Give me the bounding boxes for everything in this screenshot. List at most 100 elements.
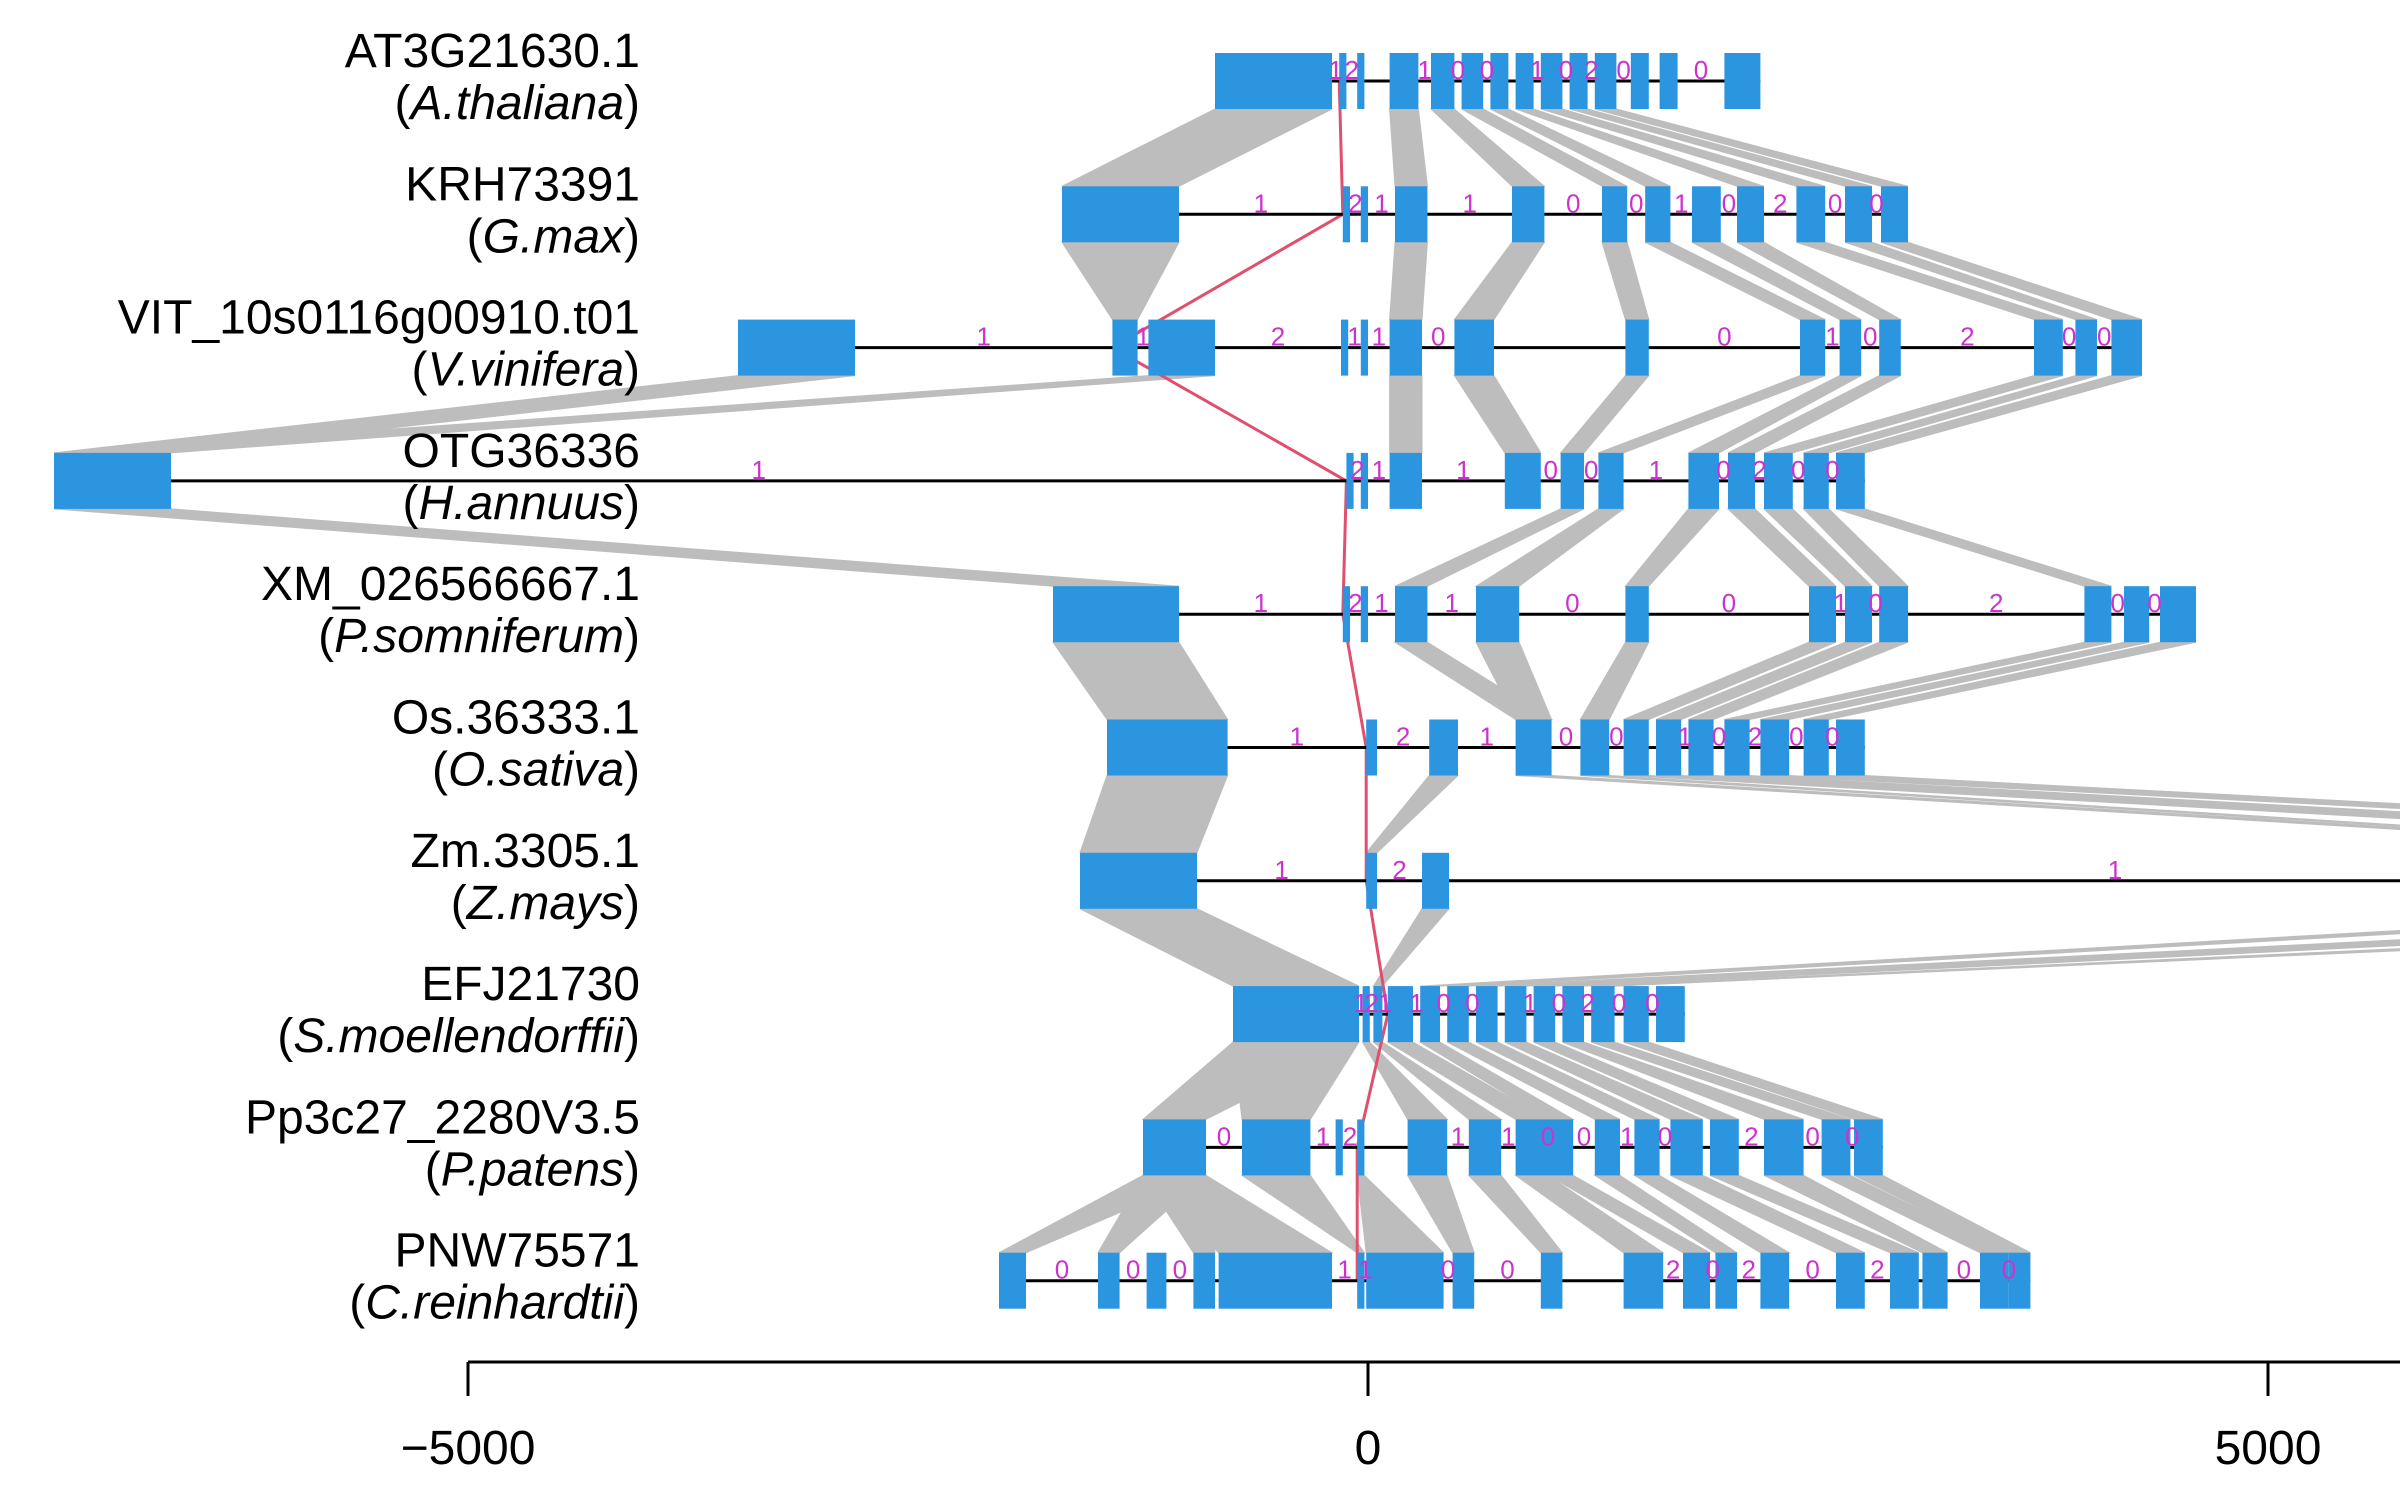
exon [1389, 319, 1422, 376]
exon [1476, 586, 1520, 643]
exon [1715, 1252, 1737, 1309]
exon [1803, 452, 1829, 509]
intron-phase-label: 2 [1870, 1255, 1884, 1285]
intron-phase-label: 1 [1462, 188, 1476, 218]
homology-link [1372, 908, 1451, 987]
exon [1836, 719, 1865, 776]
intron-phase-label: 0 [1612, 988, 1626, 1018]
intron-phase-label: 1 [1451, 1121, 1465, 1151]
exon [1724, 719, 1750, 776]
exon [1373, 986, 1383, 1043]
intron-phase-label: 1 [1372, 322, 1386, 352]
exon [999, 1252, 1026, 1309]
exon [1357, 1119, 1365, 1176]
intron-phase-label: 0 [1845, 1121, 1859, 1151]
intron-phase-label: 2 [1584, 55, 1598, 85]
intron-phase-label: 0 [1789, 722, 1803, 752]
x-axis: −50000500010000 [401, 1360, 2400, 1475]
species-label: (P.patens) [425, 1143, 640, 1196]
intron-phase-label: 1 [1409, 988, 1423, 1018]
gene-id-label: AT3G21630.1 [345, 25, 640, 78]
exon [1053, 586, 1179, 643]
intron-phase-label: 0 [1825, 722, 1839, 752]
intron-phase-label: 0 [1566, 188, 1580, 218]
homology-link [1389, 375, 1423, 454]
intron-phase-label: 0 [1451, 55, 1465, 85]
species-label: (Z.mays) [451, 877, 640, 930]
axis-tick-label: 0 [1355, 1422, 1382, 1475]
exon [1107, 719, 1228, 776]
intron-phase-label: 2 [1364, 988, 1378, 1018]
exon [1623, 1252, 1664, 1309]
exon [1366, 719, 1377, 776]
exon [1454, 319, 1494, 376]
intron-phase-label: 0 [1694, 55, 1708, 85]
exon [1461, 53, 1484, 109]
species-label: (O.sativa) [432, 744, 640, 797]
exon [1515, 1119, 1548, 1176]
gene-id-label: VIT_10s0116g00910.t01 [118, 292, 640, 345]
exon [1728, 452, 1755, 509]
exon [1692, 186, 1721, 243]
exon [1360, 452, 1368, 509]
exon [1809, 586, 1836, 643]
exon [1218, 1252, 1332, 1309]
species-label: (V.vinifera) [412, 344, 641, 397]
homology-link [1601, 241, 1650, 321]
exon [1645, 186, 1671, 243]
exon [1540, 1252, 1563, 1309]
intron-phase-label: 1 [1480, 722, 1494, 752]
exon [1366, 1252, 1444, 1309]
homology-link [1475, 939, 2400, 987]
intron-phase-label: 1 [1254, 188, 1268, 218]
exon [1854, 1119, 1883, 1176]
exon [1146, 1252, 1167, 1309]
intron-phase-label: 0 [1658, 1121, 1672, 1151]
intron-phase-label: 1 [1678, 722, 1692, 752]
intron-phase-label: 2 [1748, 722, 1762, 752]
exon [1760, 719, 1790, 776]
species-label: (P.somniferum) [318, 610, 640, 663]
intron-phase-label: 1 [1372, 455, 1386, 485]
exon [1242, 1119, 1311, 1176]
intron-phase-label: 0 [1500, 1255, 1514, 1285]
intron-phase-label: 0 [1609, 722, 1623, 752]
exon [1387, 986, 1413, 1043]
intron-phase-label: 2 [1345, 55, 1359, 85]
intron-phase-label: 1 [1620, 1121, 1634, 1151]
gene-structures: 1 2 1 0 0 1 0 2 0 01 2 1 1 0 0 1 0 2 0 01 1 2 1 1 0 0 1 0 2 0 01 2 1 1 0 0 1… [54, 53, 2400, 1309]
intron-phase-label: 2 [1271, 322, 1285, 352]
intron-phase-label: 0 [1863, 322, 1877, 352]
intron-phase-label: 0 [1705, 1255, 1719, 1285]
exon [1560, 452, 1584, 509]
exon [1591, 986, 1615, 1043]
exon [2160, 586, 2196, 643]
exon [1342, 186, 1350, 243]
exon [1335, 1119, 1343, 1176]
intron-phase-label: 0 [1805, 1121, 1819, 1151]
intron-phase-label: 1 [1417, 55, 1431, 85]
exon [1656, 719, 1682, 776]
intron-phase-label: 1 [1374, 588, 1388, 618]
intron-phase-label: 1 [1337, 1255, 1351, 1285]
intron-phase-label: 0 [1559, 722, 1573, 752]
exon [738, 319, 855, 376]
species-label: (C.reinhardtii) [349, 1277, 640, 1330]
exon [1569, 53, 1588, 109]
exon [1360, 586, 1368, 643]
exon [1112, 319, 1138, 376]
exon [1879, 319, 1901, 376]
intron-phase-label: 1 [1328, 55, 1342, 85]
intron-phase-label: 2 [1396, 722, 1410, 752]
exon [1688, 452, 1719, 509]
exon [1233, 986, 1359, 1043]
intron-phase-label: 1 [2108, 855, 2122, 885]
exon [1389, 53, 1419, 109]
exon [1389, 452, 1422, 509]
axis-tick-label: 5000 [2215, 1422, 2322, 1475]
start-codon-link [1111, 346, 1348, 483]
exon [1821, 1119, 1851, 1176]
exon [1634, 1119, 1660, 1176]
exon [1580, 719, 1610, 776]
